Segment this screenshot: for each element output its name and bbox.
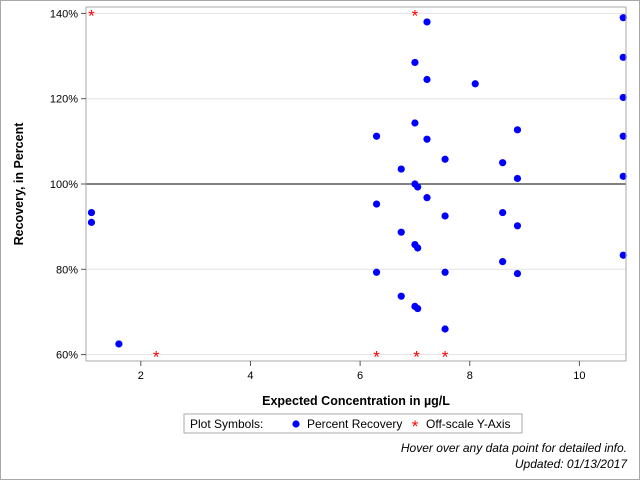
data-point[interactable] [414,183,422,191]
data-point[interactable] [441,155,449,163]
data-point[interactable] [372,132,381,140]
x-tick-label: 4 [247,370,253,382]
legend: Plot Symbols: Percent Recovery * Off-sca… [183,413,523,436]
data-point[interactable] [397,292,405,300]
y-tick-label: 80% [56,264,78,276]
data-point[interactable] [619,172,627,180]
data-point[interactable] [471,80,479,88]
data-point[interactable] [414,304,422,313]
data-point[interactable] [423,194,431,202]
data-point[interactable] [513,222,522,230]
data-point[interactable] [87,208,96,217]
data-point[interactable] [397,165,405,173]
off-scale-point[interactable]: * [153,348,160,367]
x-tick-label: 10 [573,370,585,382]
legend-item-off-scale: Off-scale Y-Axis [426,417,510,431]
data-point[interactable] [513,269,522,278]
off-scale-point[interactable]: * [442,348,449,367]
data-point[interactable] [499,208,507,217]
y-axis-label: Recovery, in Percent [12,122,26,246]
data-point[interactable] [441,325,449,333]
data-point[interactable] [397,228,405,236]
off-scale-point[interactable]: * [413,348,420,367]
data-point[interactable] [619,53,627,61]
data-point[interactable] [115,340,123,348]
x-tick-label: 2 [138,370,144,382]
data-point[interactable] [411,58,419,67]
data-point[interactable] [423,75,431,84]
data-point[interactable] [423,135,431,143]
off-scale-point[interactable]: * [373,348,380,367]
y-tick-label: 60% [56,350,78,362]
x-tick-label: 8 [467,370,473,382]
data-point[interactable] [513,126,522,134]
legend-circle-icon [292,420,300,428]
legend-box [183,413,523,434]
data-point[interactable] [619,14,627,22]
y-tick-label: 100% [50,179,78,191]
legend-title: Plot Symbols: [190,417,263,431]
data-point[interactable] [513,174,522,183]
data-point[interactable] [414,244,422,252]
x-tick-label: 6 [357,370,363,382]
data-point[interactable] [372,200,381,208]
data-point[interactable] [499,258,507,266]
y-tick-label: 120% [50,94,78,106]
data-point[interactable] [87,218,96,226]
data-point[interactable] [441,212,449,220]
data-point[interactable] [423,18,431,26]
x-axis-label: Expected Concentration in µg/L [262,394,450,408]
data-point[interactable] [372,268,381,276]
x-axis: 2 4 6 8 10 [138,361,586,382]
y-axis: 60% 80% 100% 120% 140% [50,8,86,362]
data-point[interactable] [619,132,627,140]
hover-note: Hover over any data point for detailed i… [401,441,627,455]
off-scale-point[interactable]: * [412,6,419,25]
data-point[interactable] [499,159,507,167]
data-point[interactable] [441,268,449,276]
data-point[interactable] [619,93,627,102]
data-point[interactable] [619,251,627,259]
data-point[interactable] [411,119,419,127]
data-points: * * * * * * [87,6,627,367]
legend-item-percent-recovery: Percent Recovery [307,417,402,431]
y-tick-label: 140% [50,8,78,20]
legend-asterisk-icon: * [412,417,419,436]
updated-date: Updated: 01/13/2017 [515,457,628,471]
off-scale-point[interactable]: * [88,6,95,25]
